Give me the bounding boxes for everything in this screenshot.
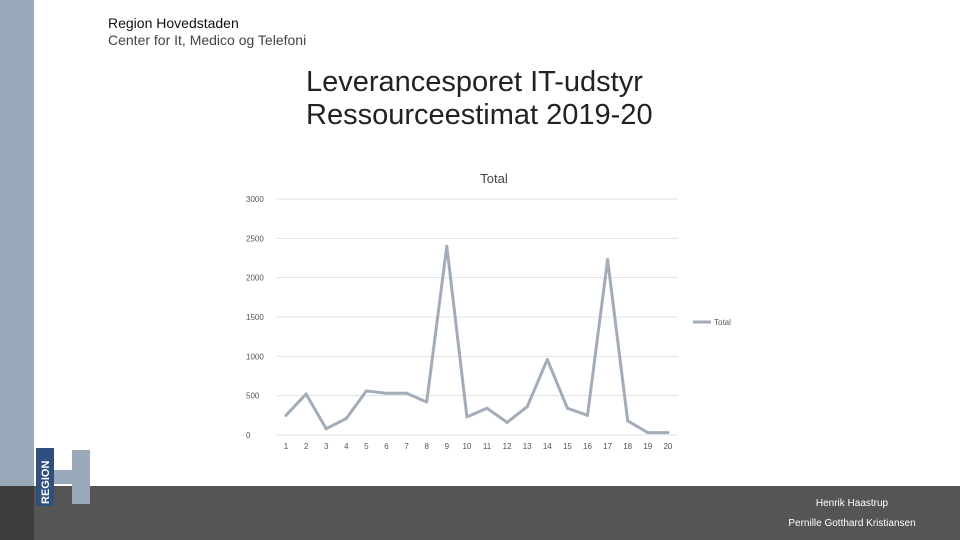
data-point: [485, 406, 489, 410]
x-tick-label: 8: [424, 442, 429, 451]
data-point: [344, 416, 348, 420]
data-point: [425, 400, 429, 404]
x-axis-ticks: 1 2 3 4 5 6 7 8 9 10 11 12 13 14 15 16 17 18 19 20: [284, 442, 673, 451]
data-point: [465, 415, 469, 419]
logo-text: REGION: [40, 461, 52, 504]
x-tick-label: 2: [304, 442, 309, 451]
slide-title: Leverancesporet IT-udstyr Ressourceestim…: [306, 66, 653, 132]
org-name: Region Hovedstaden: [108, 15, 239, 31]
chart-grid: [276, 198, 678, 436]
x-tick-label: 12: [503, 442, 512, 451]
x-tick-label: 7: [404, 442, 409, 451]
data-point: [626, 419, 630, 423]
x-tick-label: 5: [364, 442, 369, 451]
chart-title: Total: [480, 171, 508, 186]
data-point: [545, 357, 549, 361]
legend-label: Total: [714, 318, 731, 327]
data-point: [646, 431, 650, 435]
region-logo: REGION: [36, 448, 92, 506]
x-tick-label: 19: [643, 442, 652, 451]
department-name: Center for It, Medico og Telefoni: [108, 32, 307, 48]
y-tick-label: 1000: [246, 352, 264, 361]
chart-series: [284, 244, 670, 435]
organization-header: Region Hovedstaden Center for It, Medico…: [108, 15, 306, 49]
data-point: [666, 431, 670, 435]
y-tick-label: 2500: [246, 234, 264, 243]
presenter-name-2: Pernille Gotthard Kristiansen: [788, 518, 916, 529]
footer-bar-left: [0, 486, 34, 540]
data-point: [385, 391, 388, 395]
data-point: [284, 413, 288, 417]
slide-title-line2: Ressourceestimat 2019-20: [306, 99, 653, 131]
x-tick-label: 6: [384, 442, 389, 451]
data-point: [364, 389, 368, 393]
data-point: [445, 244, 449, 248]
y-axis-ticks: 0 500 1000 1500 2000 2500 3000: [246, 195, 264, 440]
x-tick-label: 13: [523, 442, 532, 451]
data-point: [586, 413, 589, 417]
footer-bar: [0, 486, 960, 540]
slide-title-line1: Leverancesporet IT-udstyr: [306, 66, 643, 98]
y-tick-label: 500: [246, 392, 260, 401]
x-tick-label: 11: [483, 442, 492, 451]
x-tick-label: 4: [344, 442, 349, 451]
x-tick-label: 15: [563, 442, 572, 451]
data-point: [304, 392, 308, 396]
x-tick-label: 16: [583, 442, 592, 451]
x-tick-label: 14: [543, 442, 552, 451]
data-point: [565, 406, 569, 410]
series-line: [284, 244, 668, 435]
x-tick-label: 9: [445, 442, 450, 451]
x-tick-label: 10: [462, 442, 471, 451]
x-tick-label: 17: [603, 442, 612, 451]
y-tick-label: 0: [246, 431, 251, 440]
x-tick-label: 18: [623, 442, 632, 451]
y-tick-label: 3000: [246, 195, 264, 204]
x-tick-label: 20: [663, 442, 672, 451]
presenter-name-1: Henrik Haastrup: [815, 498, 889, 509]
data-point: [505, 420, 509, 424]
side-stripe: [0, 0, 34, 486]
x-tick-label: 1: [284, 442, 289, 451]
y-tick-label: 1500: [246, 313, 264, 322]
data-point: [324, 427, 328, 431]
data-point: [606, 258, 610, 262]
chart-legend: Total: [693, 318, 731, 327]
presenter-names: Henrik Haastrup Pernille Gotthard Kristi…: [760, 494, 944, 534]
y-tick-label: 2000: [246, 274, 264, 283]
x-tick-label: 3: [324, 442, 329, 451]
data-point: [525, 405, 529, 409]
data-point: [405, 391, 409, 395]
